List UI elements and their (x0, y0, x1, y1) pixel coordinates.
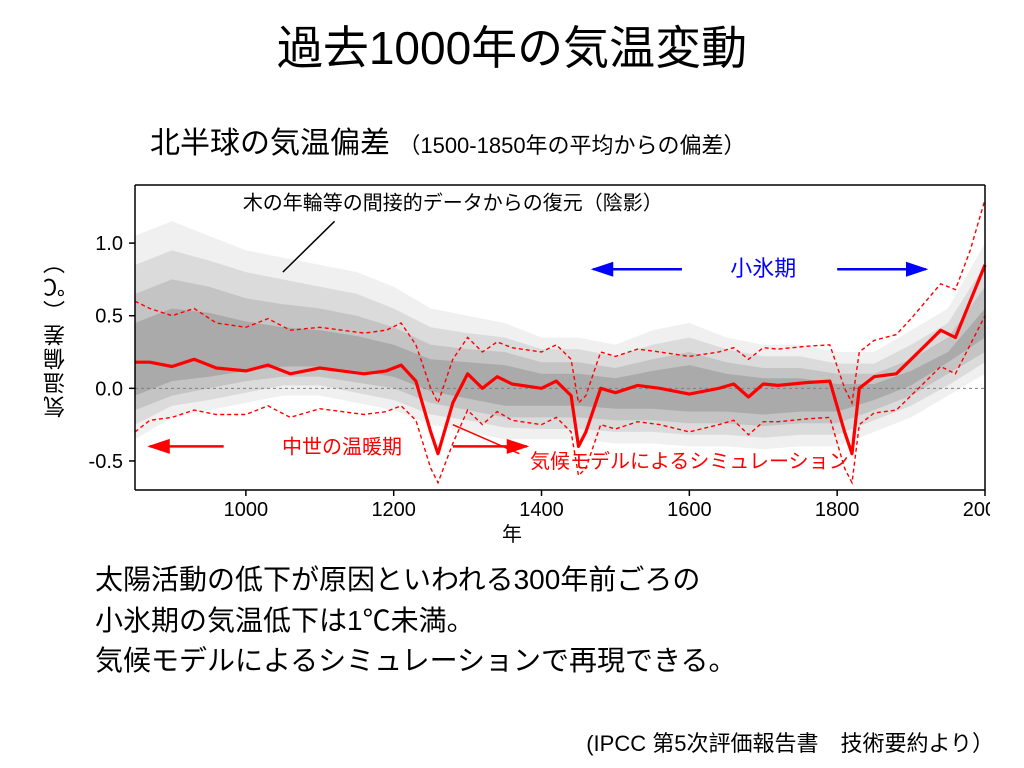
svg-text:-0.5: -0.5 (89, 451, 123, 473)
source-citation: (IPCC 第5次評価報告書 技術要約より） (586, 726, 994, 758)
slide-title: 過去1000年の気温変動 (0, 12, 1024, 78)
x-axis-label: 年 (0, 518, 1024, 547)
svg-text:気候モデルによるシミュレーション: 気候モデルによるシミュレーション (530, 450, 849, 473)
desc-line-3: 気候モデルによるシミュレーションで再現できる。 (95, 641, 736, 682)
svg-text:1.0: 1.0 (95, 233, 123, 255)
svg-text:0.0: 0.0 (95, 378, 123, 400)
y-axis-label: 気温偏差（℃） (40, 250, 72, 418)
svg-text:中世の温暖期: 中世の温暖期 (282, 435, 402, 458)
desc-line-1: 太陽活動の低下が原因といわれる300年前ごろの (95, 560, 736, 601)
subtitle-note: （1500-1850年の平均からの偏差） (398, 133, 745, 158)
svg-text:0.5: 0.5 (95, 306, 123, 328)
description: 太陽活動の低下が原因といわれる300年前ごろの 小氷期の気温低下は1℃未満。 気… (95, 560, 736, 682)
chart-svg: -0.50.00.51.0100012001400160018002000木の年… (75, 175, 990, 530)
svg-text:木の年輪等の間接的データからの復元（陰影）: 木の年輪等の間接的データからの復元（陰影） (243, 192, 663, 215)
desc-line-2: 小氷期の気温低下は1℃未満。 (95, 601, 736, 642)
chart-subtitle: 北半球の気温偏差 （1500-1850年の平均からの偏差） (150, 118, 746, 162)
temperature-chart: -0.50.00.51.0100012001400160018002000木の年… (75, 175, 990, 530)
svg-text:小氷期: 小氷期 (730, 256, 796, 281)
subtitle-main: 北半球の気温偏差 (150, 127, 390, 160)
